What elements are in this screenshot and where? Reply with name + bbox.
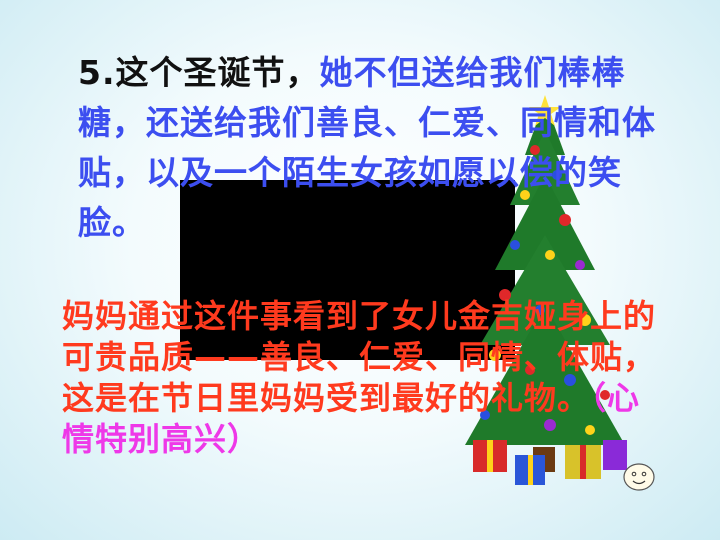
para1-blue-text: 她不但送给我们棒棒糖，还送给我们善良、仁爱、同情和体贴，以及一个陌生女孩如愿以偿…: [78, 53, 656, 242]
paragraph-2: 妈妈通过这件事看到了女儿金吉娅身上的可贵品质——善良、仁爱、同情、体贴，这是在节…: [62, 296, 662, 460]
smiley-face-icon[interactable]: [623, 463, 655, 491]
christmas-tree-icon: [465, 95, 627, 485]
para2-pink-text: （心情特别高兴）: [62, 379, 641, 458]
paragraph-1: 5.这个圣诞节，她不但送给我们棒棒糖，还送给我们善良、仁爱、同情和体贴，以及一个…: [78, 48, 688, 248]
para1-number-text: 5.这个圣诞节，: [78, 53, 320, 92]
para2-red-text: 妈妈通过这件事看到了女儿金吉娅身上的可贵品质——善良、仁爱、同情、体贴，这是在节…: [62, 297, 657, 417]
black-rectangle: [180, 180, 515, 360]
